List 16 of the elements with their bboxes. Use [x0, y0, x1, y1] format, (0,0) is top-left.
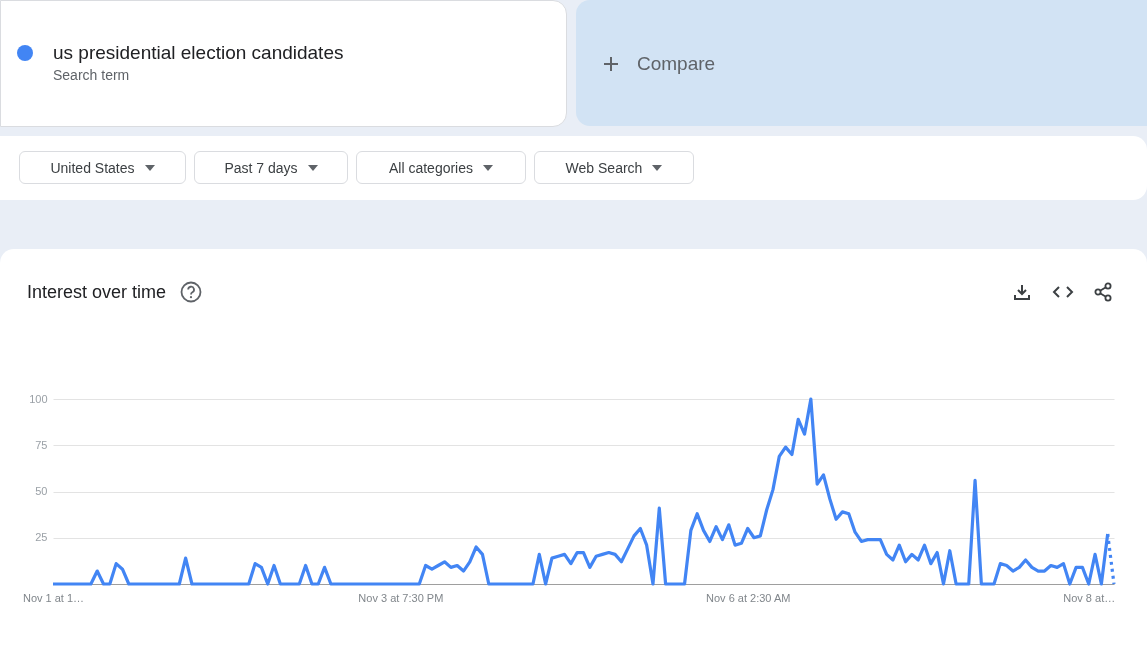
x-tick-label: Nov 1 at 1… — [22, 591, 85, 604]
text: United States — [50, 159, 135, 176]
y-tick-label: 75 — [35, 438, 48, 451]
x-tick-label: Nov 6 at 2:30 AM — [706, 591, 791, 604]
y-tick-label: 50 — [35, 485, 48, 497]
y-tick-label: 100 — [29, 392, 48, 405]
text: All categories — [388, 159, 474, 176]
text: Search term — [53, 67, 131, 83]
x-tick-label: Nov 3 at 7:30 PM — [358, 591, 444, 604]
chart-title: Interest over time — [27, 281, 167, 303]
legend-label: us presidential election candidates — [53, 42, 344, 64]
text: Compare — [637, 53, 716, 75]
text: Past 7 days — [224, 159, 298, 176]
y-tick-label: 25 — [35, 531, 48, 544]
text: Web Search — [565, 159, 643, 176]
x-tick-label: Nov 8 at… — [1063, 591, 1116, 604]
